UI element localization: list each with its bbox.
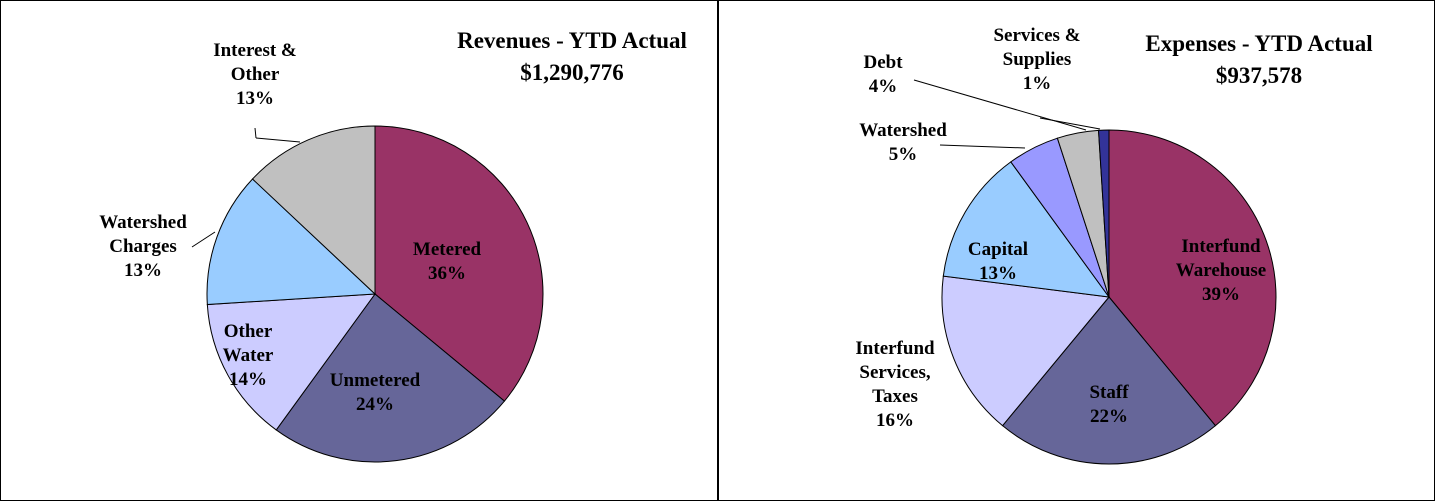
chart-title-block: Revenues - YTD Actual $1,290,776: [457, 28, 687, 86]
pie-slice: [942, 161, 1111, 298]
chart-title: Expenses - YTD Actual: [1145, 31, 1373, 56]
pie-slice: [941, 275, 1110, 427]
leader-lines: [191, 79, 1101, 248]
pie-slice: [374, 125, 544, 402]
slice-label: Interfund Services, Taxes 16%: [840, 337, 950, 433]
leader-line: [939, 144, 1026, 149]
category-label: Interfund Services, Taxes: [855, 338, 935, 407]
value-label: 5%: [888, 144, 918, 165]
value-label: 22%: [1090, 406, 1128, 427]
category-label: Staff: [1089, 382, 1129, 403]
slice-label: Metered 36%: [392, 238, 502, 286]
pie-slice: [1108, 129, 1277, 427]
category-label: Watershed Charges: [99, 212, 187, 257]
value-label: 14%: [229, 369, 267, 390]
category-label: Unmetered: [329, 370, 421, 391]
value-label: 13%: [236, 88, 274, 109]
slice-label: Watershed 5%: [848, 119, 958, 167]
category-label: Capital: [967, 239, 1029, 260]
category-label: Other Water: [222, 321, 274, 366]
category-label: Metered: [412, 239, 482, 260]
value-label: 36%: [428, 263, 466, 284]
slice-label: Interest & Other 13%: [200, 39, 310, 111]
leader-line: [255, 137, 301, 143]
chart-title-block: Expenses - YTD Actual $937,578: [1145, 31, 1372, 89]
slice-label: Unmetered 24%: [310, 369, 440, 417]
slice-label: Other Water 14%: [213, 320, 283, 392]
category-label: Interfund Warehouse: [1175, 236, 1267, 281]
slice-label: Watershed Charges 13%: [78, 211, 208, 283]
slice-label: Capital 13%: [958, 238, 1038, 286]
slice-label: Staff 22%: [1069, 381, 1149, 429]
slice-label: Debt 4%: [853, 51, 913, 99]
slice-label: Interfund Warehouse 39%: [1156, 235, 1286, 307]
category-label: Debt: [863, 52, 903, 73]
leader-line: [1039, 117, 1101, 130]
leader-line: [191, 231, 216, 248]
pie-slice: [206, 178, 377, 306]
value-label: 16%: [876, 410, 914, 431]
slice-label: Services & Supplies 1%: [972, 24, 1102, 96]
pie-slice: [251, 125, 376, 296]
pie-slice: [1097, 129, 1110, 298]
value-label: 39%: [1202, 284, 1240, 305]
value-label: 13%: [124, 260, 162, 281]
pie-slice: [1001, 296, 1217, 465]
pie-slice: [275, 293, 506, 463]
chart-title: Revenues - YTD Actual: [457, 28, 687, 53]
value-label: 13%: [979, 263, 1017, 284]
value-label: 1%: [1022, 73, 1052, 94]
category-label: Watershed: [859, 120, 947, 141]
category-label: Services & Supplies: [993, 25, 1081, 70]
value-label: 4%: [868, 76, 898, 97]
chart-subtitle: $937,578: [1215, 63, 1303, 88]
leader-line: [254, 127, 257, 139]
chart-subtitle: $1,290,776: [520, 60, 624, 85]
pie-slice: [206, 293, 377, 431]
value-label: 24%: [356, 394, 394, 415]
category-label: Interest & Other: [213, 40, 297, 85]
